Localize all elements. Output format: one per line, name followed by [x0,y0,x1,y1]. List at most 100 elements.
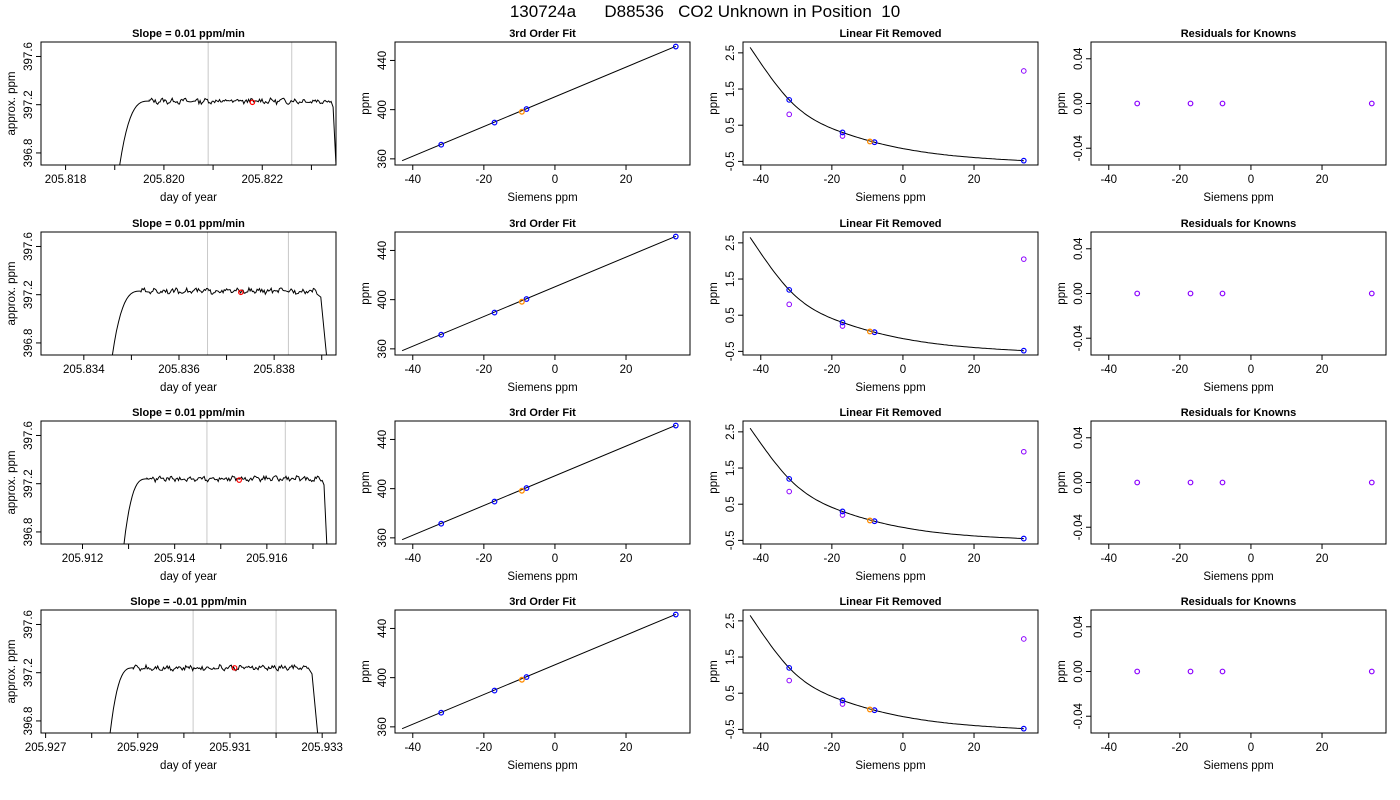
panel-title: 3rd Order Fit [509,28,576,40]
fit-curve [749,47,1024,162]
x-tick-label: 0 [552,742,558,754]
panel-title: Linear Fit Removed [839,596,941,608]
x-tick-label: -40 [404,553,421,565]
y-tick-label: -0.5 [725,341,737,361]
plot-frame [1090,231,1387,356]
plot-frame [742,420,1039,545]
reference-point [523,485,530,491]
reference-point [491,309,498,316]
x-tick-label: 20 [620,364,633,376]
plot-frame [40,420,337,545]
residual-point [839,323,846,329]
reference-point [1020,535,1027,542]
x-tick-label: -20 [1172,742,1189,754]
reference-point [523,106,530,112]
x-tick-label: 205.914 [154,553,196,565]
y-tick-label: 1.5 [725,271,737,287]
x-tick-label: 20 [968,364,981,376]
panel-r3-c4: Residuals for Knowns Siemens ppm ppm -40 -20… [1056,407,1387,583]
residual-point [1219,100,1226,107]
y-tick-label: 397.2 [23,658,35,687]
y-axis-label: ppm [1056,282,1068,304]
plot-frame [742,41,1039,166]
x-tick-label: 205.834 [63,364,105,376]
analyzer-trace [111,286,327,355]
unknown-point [518,298,525,305]
y-tick-label: 396.8 [23,139,35,168]
x-tick-label: -40 [404,742,421,754]
plot-area [123,421,328,544]
plot-frame [1090,41,1387,166]
panel-title: Linear Fit Removed [839,28,941,40]
x-tick-label: 0 [900,174,906,186]
y-tick-label: 396.8 [23,518,35,547]
plot-area [111,232,327,355]
reference-point [438,520,445,527]
x-axis-label: day of year [160,760,217,772]
x-tick-label: 205.836 [158,364,200,376]
panel-r3-c1: Slope = 0.01 ppm/min day of year approx. p… [6,407,337,583]
y-tick-label: 0.00 [1073,471,1085,493]
panel-r4-c1: Slope = -0.01 ppm/min day of year approx. … [6,596,343,772]
residual-point [1187,479,1194,486]
y-tick-label: 0.5 [725,117,737,133]
fit-curve [749,237,1024,352]
x-tick-label: -20 [824,742,841,754]
plot-area [401,422,679,541]
y-tick-label: 2.5 [725,613,737,629]
unknown-point [866,706,873,713]
residual-point [1368,668,1375,675]
reference-point [672,43,679,50]
x-tick-label: 0 [552,364,558,376]
x-tick-label: 20 [620,553,633,565]
y-tick-label: -0.5 [725,530,737,550]
y-tick-label: 397.6 [23,42,35,71]
analyzer-trace [119,97,336,165]
panel-r2-c3: Linear Fit Removed Siemens ppm ppm -40 -20 0 2… [708,218,1039,394]
y-tick-label: 400 [377,479,389,498]
x-tick-label: -20 [1172,364,1189,376]
panel-title: 3rd Order Fit [509,407,576,419]
x-axis-label: Siemens ppm [855,571,925,583]
plot-frame [40,609,337,734]
reference-point [523,674,530,680]
panel-title: Residuals for Knowns [1181,218,1297,230]
y-axis-label: ppm [708,92,720,114]
y-axis-label: ppm [1056,92,1068,114]
y-tick-label: -0.04 [1073,325,1085,352]
plot-area [401,233,679,352]
plot-frame [1090,420,1387,545]
panel-title: Linear Fit Removed [839,407,941,419]
residual-point [1134,668,1141,675]
x-tick-label: -20 [476,742,493,754]
plot-area [119,42,336,165]
unknown-point [866,328,873,335]
y-axis-label: ppm [708,282,720,304]
y-tick-label: 440 [377,430,389,449]
x-tick-label: -20 [476,364,493,376]
residual-point [786,677,793,684]
analyzer-trace [109,663,319,733]
x-tick-label: 20 [968,742,981,754]
panel-title: Residuals for Knowns [1181,596,1297,608]
mean-point [238,289,244,296]
plot-area [401,611,679,730]
plot-area [1134,290,1375,297]
residual-point [786,111,793,118]
reference-point [786,475,793,482]
x-tick-label: 20 [968,174,981,186]
analyzer-trace [123,474,328,544]
x-tick-label: -40 [1100,742,1117,754]
x-tick-label: -40 [1100,364,1117,376]
reference-point [438,709,445,716]
y-tick-label: 0.00 [1073,92,1085,114]
reference-point [839,508,846,515]
x-tick-label: -40 [752,174,769,186]
panel-r2-c2: 3rd Order Fit Siemens ppm ppm -40 -20 0 20 360 4… [360,218,691,394]
y-tick-label: 360 [377,149,389,168]
residual-point [1187,290,1194,297]
plot-area [109,610,319,733]
reference-point [839,319,846,326]
fit-line [401,45,676,162]
x-axis-label: Siemens ppm [507,192,577,204]
